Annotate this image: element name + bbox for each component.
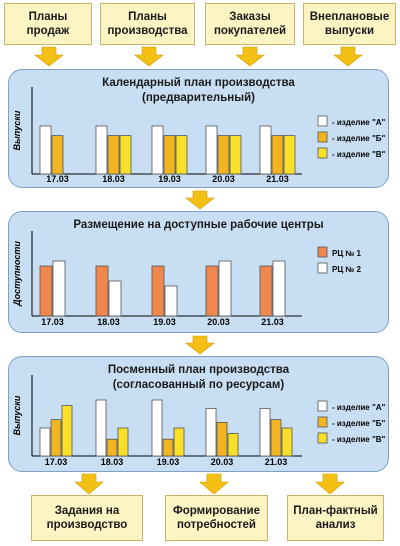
bar	[229, 135, 242, 175]
bar	[227, 433, 239, 457]
arrow-down-icon	[235, 46, 265, 67]
legend-swatch	[317, 115, 328, 127]
bar	[108, 280, 122, 317]
bar	[95, 125, 108, 175]
legend-label: - изделие "Б"	[332, 419, 386, 428]
legend-label: - изделие "А"	[332, 118, 386, 127]
bar	[52, 260, 66, 317]
bar	[281, 427, 293, 457]
bar	[95, 265, 109, 317]
y-axis-label: Выпуски	[12, 395, 22, 435]
bar	[151, 399, 163, 457]
bar	[39, 125, 52, 175]
bar	[117, 427, 129, 457]
panel-title: Календарный план производства (предварит…	[102, 77, 295, 104]
legend-swatch	[317, 246, 328, 258]
bar	[119, 135, 132, 175]
arrow-down-icon	[199, 473, 229, 495]
arrow-down-icon	[185, 190, 215, 210]
x-tick-label: 17.03	[41, 317, 64, 327]
legend-swatch	[317, 131, 328, 143]
arrow-down-icon	[74, 473, 104, 495]
bar	[50, 419, 62, 457]
bar	[51, 135, 64, 175]
x-tick-label: 21.03	[265, 457, 288, 467]
output-box-plan-fact-analysis: План-фактный анализ	[287, 495, 384, 541]
legend-swatch	[317, 400, 328, 412]
output-box-requirements-formation: Формирование потребностей	[165, 495, 268, 541]
panel-calendar-plan: Календарный план производства (предварит…	[8, 69, 389, 188]
bar	[107, 135, 120, 175]
bar	[205, 265, 219, 317]
x-tick-label: 18.03	[97, 317, 120, 327]
input-box-unplanned-releases: Внеплановые выпуски	[303, 3, 396, 45]
bar	[259, 407, 271, 457]
x-tick-label: 17.03	[46, 174, 69, 184]
x-tick-label: 17.03	[45, 457, 68, 467]
bar	[270, 419, 282, 457]
bar	[106, 438, 118, 457]
x-tick-label: 18.03	[101, 457, 124, 467]
legend-label: - изделие "Б"	[332, 134, 386, 143]
bar	[259, 265, 273, 317]
panel-title: Посменный план производства (согласованн…	[107, 364, 290, 391]
bar	[162, 438, 174, 457]
x-tick-label: 19.03	[158, 174, 181, 184]
input-box-customer-orders: Заказы покупателей	[205, 3, 295, 45]
legend-swatch	[317, 262, 328, 274]
bar	[61, 405, 73, 457]
bar	[173, 427, 185, 457]
arrow-down-icon	[315, 473, 345, 495]
bar	[95, 399, 107, 457]
bar	[39, 427, 51, 457]
legend-swatch	[317, 147, 328, 159]
x-tick-label: 18.03	[102, 174, 125, 184]
input-box-production-plans: Планы производства	[100, 3, 195, 45]
legend-swatch	[317, 416, 328, 428]
bar	[205, 125, 218, 175]
arrow-down-icon	[34, 46, 64, 67]
arrow-down-icon	[185, 335, 215, 355]
bar	[163, 135, 176, 175]
x-tick-label: 19.03	[157, 457, 180, 467]
input-box-sales-plans: Планы продаж	[4, 3, 92, 45]
legend-swatch	[317, 432, 328, 444]
bar	[271, 135, 284, 175]
panel-work-centers: Размещение на доступные рабочие центры	[8, 211, 389, 333]
bar	[151, 265, 165, 317]
x-tick-label: 19.03	[153, 317, 176, 327]
panel-title: Размещение на доступные рабочие центры	[73, 219, 324, 231]
bar	[216, 421, 228, 457]
y-axis-label: Доступности	[12, 241, 22, 307]
bar	[151, 125, 164, 175]
arrow-down-icon	[134, 46, 164, 67]
bar	[39, 265, 53, 317]
legend-label: - изделие "А"	[332, 403, 386, 412]
x-tick-label: 20.03	[207, 317, 230, 327]
arrow-down-icon	[333, 46, 363, 67]
output-box-production-tasks: Задания на производство	[31, 495, 143, 541]
legend-label: РЦ № 1	[332, 249, 362, 258]
x-tick-label: 20.03	[211, 457, 234, 467]
legend-label: РЦ № 2	[332, 265, 362, 274]
bar	[218, 260, 232, 317]
legend-label: - изделие "В"	[332, 150, 386, 159]
bar	[205, 407, 217, 457]
x-tick-label: 20.03	[212, 174, 235, 184]
bar	[175, 135, 188, 175]
y-axis-label: Выпуски	[12, 110, 22, 150]
bar	[283, 135, 296, 175]
bar	[272, 260, 286, 317]
legend-label: - изделие "В"	[332, 435, 386, 444]
bar	[164, 285, 178, 317]
bar	[217, 135, 230, 175]
bar	[259, 125, 272, 175]
x-tick-label: 21.03	[266, 174, 289, 184]
x-tick-label: 21.03	[261, 317, 284, 327]
